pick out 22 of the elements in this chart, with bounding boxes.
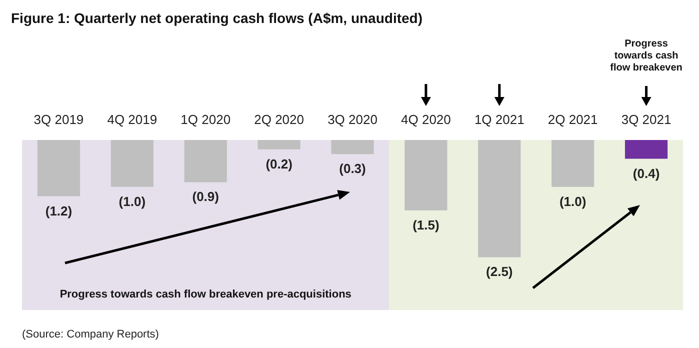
data-label: (1.0) (118, 194, 146, 209)
data-label: (1.0) (559, 194, 586, 209)
x-tick-label: 2Q 2021 (548, 112, 598, 127)
data-label: (0.2) (266, 156, 292, 172)
text: (Source: Company Reports) (22, 328, 159, 340)
data-label: (0.9) (192, 189, 219, 204)
x-tick-label: 1Q 2020 (180, 112, 231, 127)
chart-title: Figure 1: Quarterly net operating cash flows (A$m, unaudited) (11, 10, 423, 26)
data-label: (0.3) (339, 161, 366, 176)
band-label: Progress towards cash flow breakeven pre-acquisitions (60, 288, 352, 300)
x-tick-label: 4Q 2020 (401, 112, 451, 127)
text: Progress towards cash flow breakeven (610, 38, 682, 74)
x-tick-label: 3Q 2020 (328, 112, 378, 127)
x-tick-label: 3Q 2019 (34, 112, 84, 127)
data-label: (1.5) (412, 217, 440, 232)
x-tick-label: 4Q 2019 (107, 112, 158, 127)
x-tick-label: 3Q 2021 (621, 112, 672, 127)
data-label: (2.5) (486, 264, 513, 280)
x-tick-label: 1Q 2021 (474, 112, 524, 127)
data-label: (0.4) (632, 166, 660, 181)
data-label: (1.2) (45, 203, 72, 218)
x-tick-label: 2Q 2020 (254, 112, 304, 127)
